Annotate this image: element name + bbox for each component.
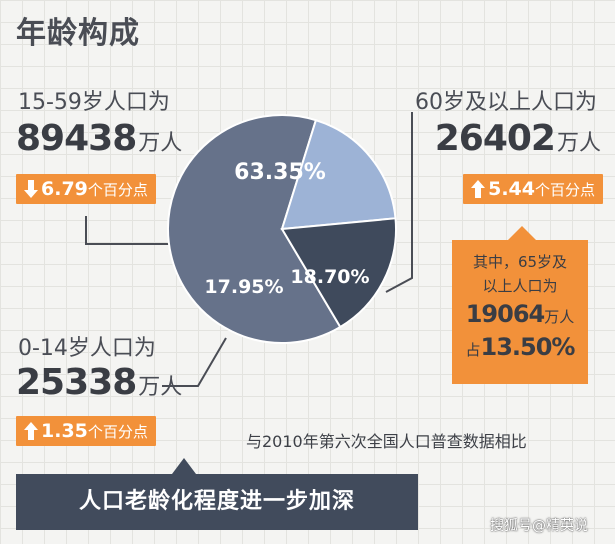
banner-pointer xyxy=(172,458,196,474)
connector-15-59 xyxy=(85,216,175,245)
pie-slice-15-59 xyxy=(167,114,342,344)
callout-line-2: 以上人口为 xyxy=(482,277,558,295)
connector-60-plus xyxy=(385,112,413,293)
callout-share: 占13.50% xyxy=(465,333,576,361)
watermark: 搜狐号@精英说 xyxy=(490,518,588,534)
group-15-59-change-badge: 6.79个百分点 xyxy=(16,174,156,204)
elderly-65-callout: 其中，65岁及 以上人口为 19064万人 占13.50% xyxy=(452,240,588,384)
aging-banner: 人口老龄化程度进一步加深 xyxy=(16,474,418,530)
callout-value: 19064万人 xyxy=(465,300,575,328)
arrow-up-icon xyxy=(471,180,486,198)
pie-slice-0-14 xyxy=(280,217,397,329)
group-0-14-change-badge: 1.35个百分点 xyxy=(16,416,156,446)
callout-pointer xyxy=(508,226,536,240)
pie-slice-60-plus xyxy=(280,118,397,231)
comparison-note: 与2010年第六次全国人口普查数据相比 xyxy=(246,432,527,451)
pie-label-0-14: 17.95% xyxy=(204,276,283,298)
callout-line-1: 其中，65岁及 xyxy=(472,253,568,271)
group-60-plus-change-badge: 5.44个百分点 xyxy=(463,174,603,204)
group-60-plus-label: 60岁及以上人口为 xyxy=(415,90,597,115)
group-0-14-value: 25338万人 xyxy=(16,362,183,403)
group-60-plus-value: 26402万人 xyxy=(434,118,601,159)
connector-0-14 xyxy=(162,337,227,387)
page-title: 年龄构成 xyxy=(16,16,140,51)
arrow-up-icon xyxy=(24,422,38,440)
group-0-14-label: 0-14岁人口为 xyxy=(18,336,156,361)
group-15-59-label: 15-59岁人口为 xyxy=(18,90,170,115)
pie-label-15-59: 63.35% xyxy=(234,160,326,185)
arrow-down-icon xyxy=(24,180,38,198)
pie-label-60-plus: 18.70% xyxy=(290,266,369,288)
group-15-59-value: 89438万人 xyxy=(16,118,183,159)
